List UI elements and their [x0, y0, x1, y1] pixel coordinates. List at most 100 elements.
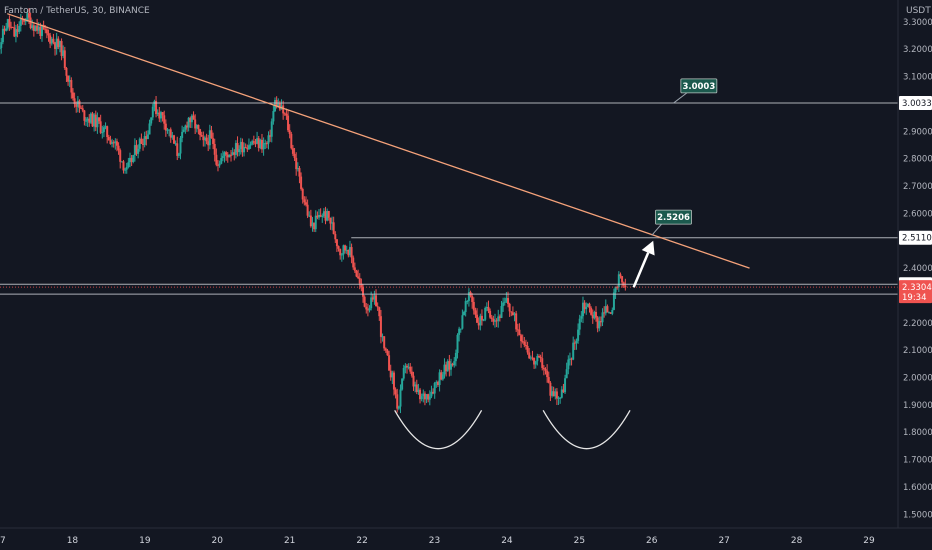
candle-body	[467, 292, 470, 301]
candle-body	[282, 105, 285, 114]
price-callout-label: 3.0003	[682, 82, 715, 92]
candle-body	[262, 143, 265, 150]
candle-body	[464, 301, 467, 312]
descending-trendline[interactable]	[7, 13, 750, 269]
candle-body	[220, 158, 223, 164]
candle-body	[477, 322, 480, 326]
candle-body	[39, 26, 42, 36]
candle-body	[140, 138, 143, 144]
candle-body	[331, 222, 334, 224]
x-tick-label: 27	[718, 536, 729, 546]
candle-body	[184, 125, 187, 130]
candle-body	[187, 117, 190, 128]
candle-body	[321, 215, 324, 217]
candle-body	[438, 372, 441, 385]
levels-layer	[0, 102, 898, 295]
candle-body	[127, 162, 130, 167]
candle-body	[161, 112, 164, 116]
candle-body	[138, 138, 141, 149]
candle-body	[604, 306, 607, 314]
pattern-arc[interactable]	[542, 410, 631, 450]
candle-body	[524, 344, 527, 346]
candle-body	[67, 75, 70, 82]
candle-body	[275, 100, 278, 108]
candle-body	[236, 143, 239, 153]
candle-body	[537, 355, 540, 357]
candle-body	[581, 302, 584, 317]
candle-body	[422, 393, 425, 397]
candle-body	[60, 41, 63, 56]
price-callout-box[interactable]	[680, 78, 718, 94]
candle-body	[443, 364, 446, 375]
candle-body	[296, 168, 299, 170]
candle-body	[186, 125, 189, 128]
candle-body	[508, 303, 511, 312]
y-tick-label: 1.6000	[903, 483, 932, 493]
candle-body	[595, 311, 598, 318]
pattern-arc[interactable]	[394, 410, 483, 450]
candle-body	[202, 136, 205, 141]
candle-body	[441, 374, 444, 380]
candle-body	[189, 117, 192, 123]
candle-body	[425, 394, 428, 400]
candle-body	[207, 141, 210, 146]
price-callout-box[interactable]	[655, 209, 692, 225]
candle-body	[529, 357, 532, 359]
drawings-layer: 3.0003 2.5206	[7, 13, 750, 450]
candle-body	[451, 363, 454, 366]
candle-body	[8, 19, 11, 27]
candle-body	[495, 320, 498, 322]
candle-body	[432, 391, 435, 394]
candle-body	[303, 199, 306, 203]
candle-body	[423, 393, 426, 400]
candle-body	[290, 133, 293, 149]
candle-body	[568, 358, 571, 360]
candle-body	[256, 138, 259, 144]
candle-body	[260, 139, 263, 150]
candle-body	[368, 308, 371, 311]
candle-body	[371, 297, 374, 300]
candle-body	[420, 396, 423, 400]
candle-body	[29, 17, 32, 29]
candle-body	[603, 312, 606, 314]
time-scale[interactable]: 17 18 19 20 21 22 23 24 25 26 27 28 29	[0, 527, 932, 550]
candle-body	[153, 101, 156, 107]
x-tick-label: 18	[67, 536, 79, 546]
candle-body	[42, 25, 45, 30]
candle-body	[109, 140, 112, 144]
symbol-legend[interactable]: Fantom / TetherUS, 30, BINANCE	[4, 6, 150, 16]
candle-body	[254, 142, 257, 144]
candle-body	[120, 161, 123, 163]
candle-body	[453, 361, 456, 366]
candle-body	[270, 121, 273, 137]
candle-body	[572, 342, 575, 360]
breakout-arrow-head[interactable]	[641, 240, 655, 256]
candle-body	[557, 397, 560, 399]
candle-body	[54, 42, 57, 49]
candle-body	[549, 382, 552, 396]
candle-body	[487, 306, 490, 311]
y-tick-label: 1.8000	[903, 428, 932, 438]
candle-body	[314, 215, 317, 230]
candle-body	[212, 138, 215, 145]
candle-body	[208, 130, 211, 146]
candle-body	[55, 38, 58, 49]
candle-body	[49, 35, 52, 44]
candle-body	[101, 132, 104, 134]
y-tick-label: 3.1000	[903, 73, 932, 83]
candle-body	[243, 147, 246, 153]
candle-body	[125, 166, 128, 170]
candle-body	[288, 130, 291, 134]
candle-body	[106, 126, 109, 137]
breakout-arrow-shaft[interactable]	[632, 252, 650, 288]
candle-body	[521, 341, 524, 343]
candle-body	[37, 26, 40, 31]
candle-body	[484, 307, 487, 320]
candle-body	[84, 120, 87, 122]
candle-body	[471, 296, 474, 302]
candle-body	[6, 19, 9, 29]
price-scale[interactable]: USDT 3.3000 3.2000 3.1000 2.9000 2.8000 2.700…	[897, 0, 932, 528]
x-tick-labels: 17 18 19 20 21 22 23 24 25 26 27 28 29	[0, 536, 875, 546]
